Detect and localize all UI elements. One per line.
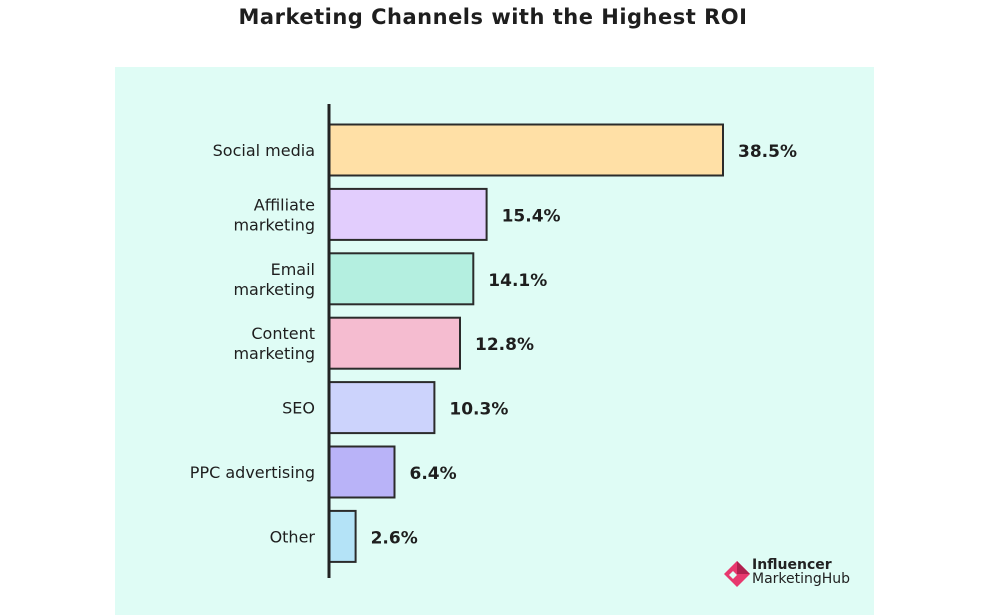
category-label-1-0: Affiliate <box>254 195 315 214</box>
bar-1 <box>328 187 488 241</box>
value-label-6: 2.6% <box>371 528 418 548</box>
influencer-marketing-hub-logo: Influencer MarketingHub <box>720 556 860 592</box>
category-label-2-0: Email <box>271 260 315 279</box>
bar-5 <box>328 445 396 499</box>
category-label-3-0: Content <box>251 324 315 343</box>
category-label-3-1: marketing <box>233 344 315 363</box>
logo-text-influencer: Influencer <box>752 557 832 573</box>
logo-text-marketinghub: MarketingHub <box>752 571 851 587</box>
bar-0 <box>328 123 724 177</box>
chart-title: Marketing Channels with the Highest ROI <box>238 5 748 29</box>
value-label-2: 14.1% <box>488 271 547 291</box>
category-label-4-0: SEO <box>282 399 315 418</box>
category-label-2-1: marketing <box>233 280 315 299</box>
category-label-0-0: Social media <box>213 141 315 160</box>
value-label-0: 38.5% <box>738 142 797 162</box>
category-label-5-0: PPC advertising <box>190 463 315 482</box>
value-label-3: 12.8% <box>475 335 534 355</box>
bar-4 <box>328 381 436 435</box>
value-label-4: 10.3% <box>449 400 508 420</box>
category-label-6-0: Other <box>270 527 316 546</box>
logo-diamond-icon <box>724 561 750 587</box>
category-label-1-1: marketing <box>233 215 315 234</box>
bar-3 <box>328 316 461 370</box>
bar-2 <box>328 252 475 306</box>
bar-6 <box>328 509 357 563</box>
value-label-5: 6.4% <box>410 464 457 484</box>
value-label-1: 15.4% <box>502 206 561 226</box>
